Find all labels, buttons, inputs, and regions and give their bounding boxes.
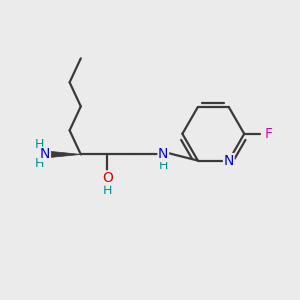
Text: F: F [265,127,273,141]
Text: N: N [224,154,234,168]
Polygon shape [51,152,81,158]
Text: O: O [102,171,113,185]
Text: H: H [159,159,168,172]
Text: N: N [40,147,50,161]
Text: H: H [103,184,112,197]
Text: H: H [34,139,44,152]
Text: N: N [224,154,234,168]
Text: H: H [34,157,44,170]
Text: N: N [158,147,168,161]
